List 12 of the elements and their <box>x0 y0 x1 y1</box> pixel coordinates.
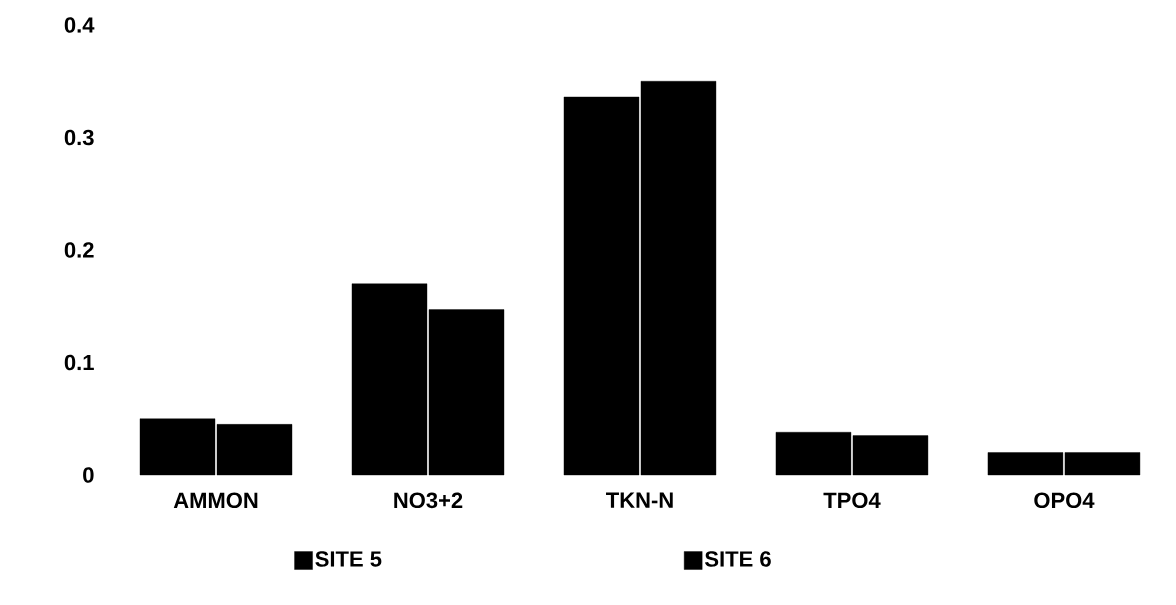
x-tick-label: OPO4 <box>1034 492 1095 509</box>
x-tick-label: NO3+2 <box>394 492 463 509</box>
y-tick-label: 0.1 <box>64 354 94 371</box>
y-tick-label: 0 <box>83 467 94 483</box>
y-tick-label: 0.3 <box>64 129 94 146</box>
x-tick-label: TPO4 <box>823 492 881 509</box>
x-tick-label: AMMON <box>173 492 258 509</box>
legend-label: SITE 6 <box>705 551 771 567</box>
y-tick-label: 0.2 <box>64 242 94 258</box>
x-tick-label: TKN-N <box>606 492 673 508</box>
legend-label: SITE 5 <box>315 551 382 567</box>
y-tick-label: 0.4 <box>64 17 95 33</box>
